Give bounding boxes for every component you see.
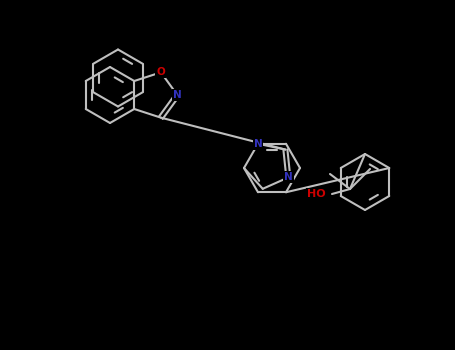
Text: N: N	[284, 173, 293, 182]
Text: N: N	[173, 90, 182, 100]
Text: O: O	[157, 67, 165, 77]
Text: N: N	[253, 139, 263, 149]
Text: HO: HO	[308, 189, 326, 199]
